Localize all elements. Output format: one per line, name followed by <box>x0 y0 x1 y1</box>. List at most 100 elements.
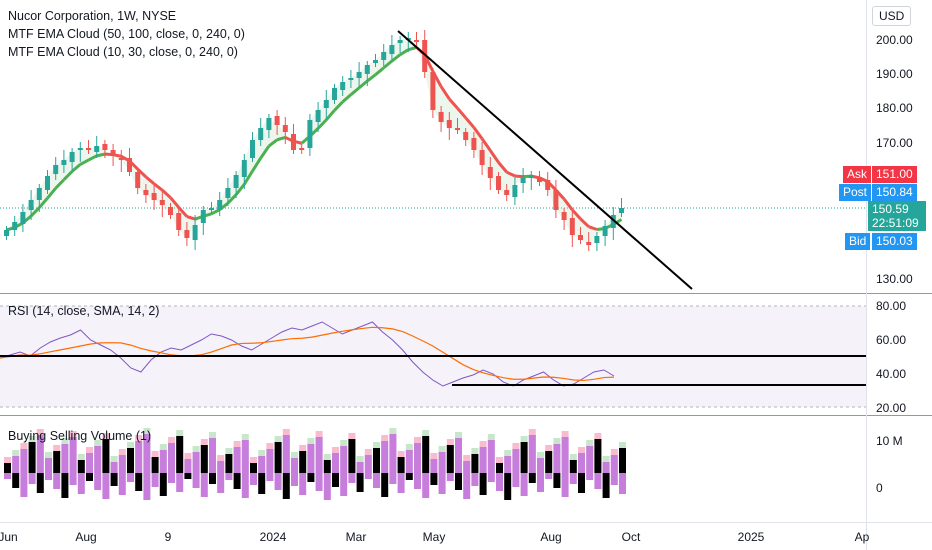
ema-segment <box>579 217 590 228</box>
candle-body <box>537 177 542 182</box>
volume-bar-buy <box>512 449 520 473</box>
ema-segment <box>325 109 336 121</box>
volume-bar-buy <box>168 443 175 473</box>
volume-bar-buy <box>520 442 528 473</box>
volume-bar-buy <box>496 463 503 473</box>
ema-segment <box>333 100 344 112</box>
ema-segment <box>87 154 98 162</box>
candle-body <box>110 150 116 156</box>
volume-bar-buy <box>430 459 438 473</box>
ema-segment <box>243 170 254 186</box>
volume-bar-buy <box>455 438 462 473</box>
volume-bar-sell <box>192 473 200 488</box>
volume-bar-buy <box>127 448 134 473</box>
volume-bar-sell <box>168 473 175 483</box>
volume-bar-sell <box>422 473 430 498</box>
currency-selector[interactable]: USD <box>872 6 912 26</box>
volume-legend[interactable]: Buying Selling Volume (1) <box>8 429 152 443</box>
candle-body <box>217 200 223 210</box>
candle-body <box>102 144 108 150</box>
candle-body <box>512 185 518 197</box>
volume-bar-buy <box>36 435 44 473</box>
rsi-legend[interactable]: RSI (14, close, SMA, 14, 2) <box>8 304 160 318</box>
volume-bar-buy <box>217 461 225 473</box>
bid-price-tag: 150.03 <box>872 233 917 250</box>
ema-segment <box>251 157 262 172</box>
ema-cloud-green <box>6 38 622 245</box>
volume-bar-sell <box>61 473 69 498</box>
volume-bar-buy <box>241 440 249 473</box>
candle-body <box>528 175 534 178</box>
volume-bar-buy <box>176 436 184 473</box>
volume-bar-sell <box>209 473 216 484</box>
volume-bar-sell <box>332 473 339 487</box>
rsi-tick: 20.00 <box>876 401 907 415</box>
candle-body <box>446 120 452 128</box>
candle-body <box>463 132 469 140</box>
candle-body <box>127 158 132 172</box>
price-tick: 170.00 <box>876 136 913 150</box>
post-price-tag: 150.84 <box>872 184 917 201</box>
volume-bar-sell <box>102 473 110 499</box>
volume-bar-sell <box>455 473 462 490</box>
candle-body <box>414 40 419 42</box>
volume-bar-buy <box>184 459 192 473</box>
ema-segment <box>177 206 189 218</box>
indicator-legend-ema-10-30[interactable]: MTF EMA Cloud (10, 30, close, 0, 240, 0) <box>8 45 238 59</box>
volume-bar-sell <box>299 473 307 495</box>
volume-bar-sell <box>307 473 315 482</box>
candle-body <box>4 230 9 236</box>
candle-body <box>315 110 321 122</box>
rsi-tick: 60.00 <box>876 333 907 347</box>
candle-body <box>381 52 387 60</box>
candle-body <box>479 150 485 165</box>
candle-body <box>610 215 616 228</box>
candle-body <box>364 65 370 74</box>
volume-bar-sell <box>569 473 577 484</box>
time-label: Aug <box>75 530 97 544</box>
volume-bar-sell <box>225 473 233 480</box>
ema-segment <box>588 225 598 231</box>
ask-tag-label: Ask <box>843 166 872 183</box>
ema-segment <box>456 107 467 119</box>
time-label: Jun <box>0 530 18 544</box>
ema-segment <box>390 53 402 63</box>
volume-bar-buy <box>610 455 618 473</box>
indicator-legend-ema-50-100[interactable]: MTF EMA Cloud (50, 100, close, 0, 240, 0… <box>8 27 245 41</box>
ema-segment <box>62 170 74 181</box>
volume-bar-sell <box>36 473 44 493</box>
volume-bar-buy <box>94 446 102 473</box>
volume-bar-sell <box>397 473 405 493</box>
trendline-drawing[interactable] <box>397 30 693 290</box>
volume-bar-sell <box>381 473 389 497</box>
candle-body <box>168 207 173 215</box>
volume-bar-sell <box>348 473 356 483</box>
volume-bar-buy <box>299 451 307 473</box>
candle-body <box>233 175 239 188</box>
volume-bar-buy <box>159 450 167 473</box>
ema-segment <box>144 175 156 185</box>
volume-bar-sell <box>340 473 348 496</box>
ema-segment <box>226 193 238 205</box>
volume-bar-buy <box>578 453 585 473</box>
rsi-tick: 80.00 <box>876 299 907 313</box>
symbol-title[interactable]: Nucor Corporation, 1W, NYSE <box>8 9 177 23</box>
volume-bar-sell <box>438 473 446 494</box>
candle-body <box>487 167 493 178</box>
volume-bar-sell <box>159 473 167 496</box>
volume-bar-buy <box>405 450 413 473</box>
volume-bar-sell <box>69 473 77 485</box>
volume-bar-sell <box>143 473 151 500</box>
volume-bar-buy <box>143 434 151 473</box>
volume-bar-buy <box>282 435 290 473</box>
candle-body <box>266 118 272 130</box>
ema-segment <box>506 170 516 178</box>
volume-bar-sell <box>561 473 569 497</box>
last-price-value: 150.59 <box>872 202 909 216</box>
ema-segment <box>448 97 459 110</box>
volume-bar-sell <box>512 473 520 487</box>
volume-bar-sell <box>135 473 143 491</box>
volume-bar-buy <box>586 446 594 473</box>
volume-bar-sell <box>610 473 618 485</box>
